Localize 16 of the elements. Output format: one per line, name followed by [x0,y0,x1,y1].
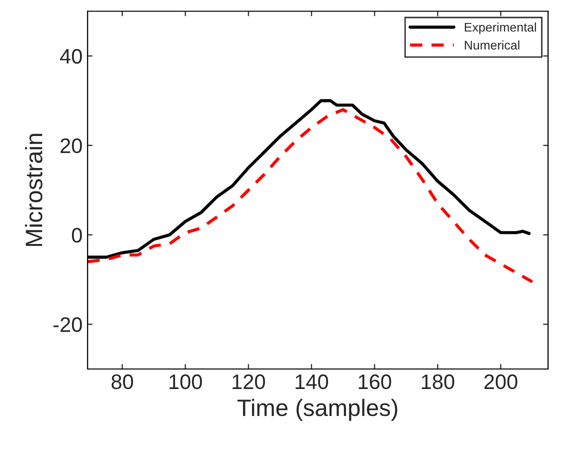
x-tick-label: 120 [232,374,265,390]
x-tick-label: 140 [296,374,328,390]
line-series [88,108,534,284]
legend-label: Numerical [464,40,520,50]
y-tick-label: 40 [60,48,82,64]
x-tick-label: 80 [112,374,134,390]
x-tick-label: 180 [422,374,454,390]
x-tick-label: 160 [358,374,392,390]
y-tick-label: -20 [54,317,82,332]
y-tick-label: 0 [72,228,82,243]
x-tick-label: 100 [170,374,202,390]
legend-label: Experimental [464,22,536,34]
y-axis-title: Microstrain [25,134,42,246]
x-tick-label: 200 [484,374,518,390]
y-tick-label: 20 [60,138,82,154]
x-axis-title: Time (samples) [237,398,398,421]
